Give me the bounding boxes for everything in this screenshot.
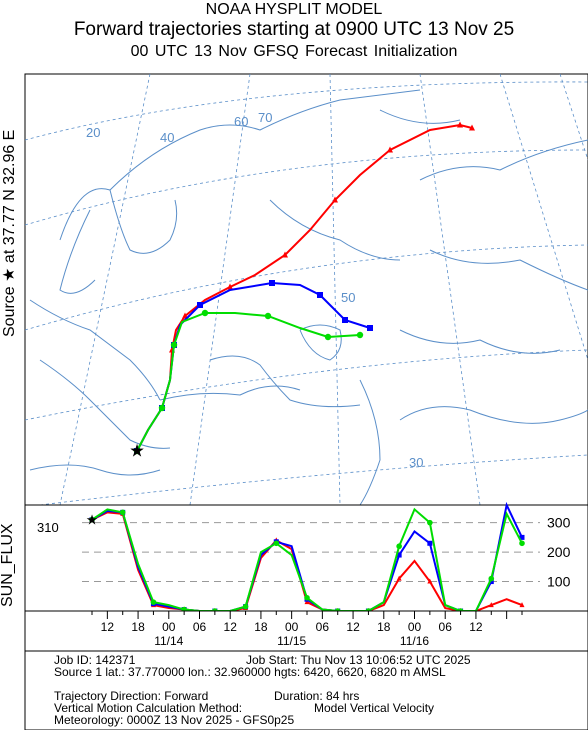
flux-point: [427, 540, 433, 546]
flux-point: [304, 594, 310, 601]
trajectory-title: Forward trajectories starting at 0900 UT…: [73, 19, 515, 40]
trajectory-duration: Duration: 84 hrs: [274, 689, 360, 703]
flux-tick-label: 300: [547, 515, 571, 531]
vertical-method-label: Vertical Motion Calculation Method:: [54, 701, 243, 715]
flux-point: [488, 575, 495, 582]
trajectory-marker: [469, 124, 475, 131]
job-id: Job ID: 142371: [54, 653, 136, 667]
forecast-subtitle: 00 UTC 13 Nov GFSQ Forecast Initializati…: [130, 43, 458, 60]
flux-tick-label: 200: [547, 544, 571, 560]
source-details: Source 1 lat.: 37.770000 lon.: 32.960000…: [54, 665, 446, 679]
trajectory-marker: [264, 312, 272, 320]
date-label: 11/14: [154, 634, 183, 648]
trajectory-marker: [182, 312, 188, 319]
vertical-method-value: Model Vertical Velocity: [314, 701, 435, 715]
flux-point: [150, 599, 157, 605]
flux-point: [427, 578, 433, 584]
job-start: Job Start: Thu Nov 13 10:06:52 UTC 2025: [246, 653, 471, 667]
svg-text:30: 30: [409, 455, 423, 470]
trajectory-marker: [201, 309, 209, 317]
trajectory-marker: [133, 447, 141, 455]
flux-point: [519, 540, 525, 547]
meteorology-info: Meteorology: 0000Z 13 Nov 2025 - GFS0p25: [54, 713, 295, 727]
time-tick-label: 18: [254, 620, 268, 634]
flux-start-star-icon: ★: [86, 512, 99, 528]
trajectory-marker: [367, 325, 373, 331]
time-tick-label: 06: [439, 620, 453, 634]
time-tick-label: 00: [162, 620, 176, 634]
footer-frame: [24, 650, 588, 730]
flux-point: [427, 519, 433, 526]
trajectory-marker: [317, 292, 323, 298]
flux-start-label: 310: [37, 520, 59, 535]
flux-point: [519, 602, 525, 608]
trajectory-path: [136, 312, 361, 452]
flux-point: [89, 516, 95, 523]
flux-point: [488, 602, 494, 608]
trajectory-direction: Trajectory Direction: Forward: [54, 689, 209, 703]
flux-point: [519, 534, 525, 540]
time-tick-label: 00: [285, 620, 299, 634]
svg-text:50: 50: [341, 290, 355, 305]
time-tick-label: 18: [131, 620, 145, 634]
trajectory-marker: [158, 404, 166, 412]
flux-tick-label: 100: [547, 574, 571, 590]
trajectory-marker: [282, 251, 288, 258]
trajectory-marker: [332, 196, 338, 203]
trajectory-marker: [324, 333, 332, 341]
time-tick-label: 00: [408, 620, 422, 634]
flux-point: [396, 543, 402, 550]
map-graticule: [24, 73, 588, 506]
time-tick-label: 12: [224, 620, 238, 634]
flux-point: [242, 603, 249, 610]
trajectory-marker: [457, 121, 463, 128]
time-axis-layer: 12 18 00 06 12 18 00 06 12 18 00 06 12 11/14 11/15 11/1…: [91, 611, 523, 648]
model-title: NOAA HYSPLIT MODEL: [205, 1, 383, 18]
trajectory-marker: [170, 341, 178, 349]
svg-text:60: 60: [234, 114, 248, 129]
trajectory-marker: [227, 283, 233, 290]
time-tick-label: 12: [346, 620, 360, 634]
graticule-labels: 20 40 60 70 50 30: [86, 110, 423, 470]
flux-point: [488, 579, 494, 585]
source-star-icon: ★: [130, 443, 144, 460]
date-label: 11/15: [277, 634, 306, 648]
time-tick-label: 12: [101, 620, 115, 634]
flux-point: [119, 509, 126, 516]
map-coastlines: [29, 89, 588, 506]
time-axis-frame: [24, 610, 588, 652]
time-tick-label: 18: [377, 620, 391, 634]
time-tick-label: 06: [316, 620, 330, 634]
flux-point: [273, 540, 280, 547]
trajectory-marker: [356, 331, 364, 339]
trajectory-layer: ★: [130, 121, 475, 460]
trajectory-marker: [269, 280, 275, 286]
date-label: 11/16: [400, 634, 429, 648]
svg-text:20: 20: [86, 125, 100, 140]
flux-point: [396, 575, 402, 581]
trajectory-marker: [342, 317, 348, 323]
map-frame: [24, 73, 588, 506]
svg-text:40: 40: [160, 130, 174, 145]
trajectory-marker: [387, 146, 393, 153]
svg-text:70: 70: [258, 110, 272, 125]
flux-point: [396, 552, 402, 558]
time-tick-label: 12: [469, 620, 483, 634]
time-tick-label: 06: [193, 620, 207, 634]
trajectory-marker: [197, 302, 203, 308]
